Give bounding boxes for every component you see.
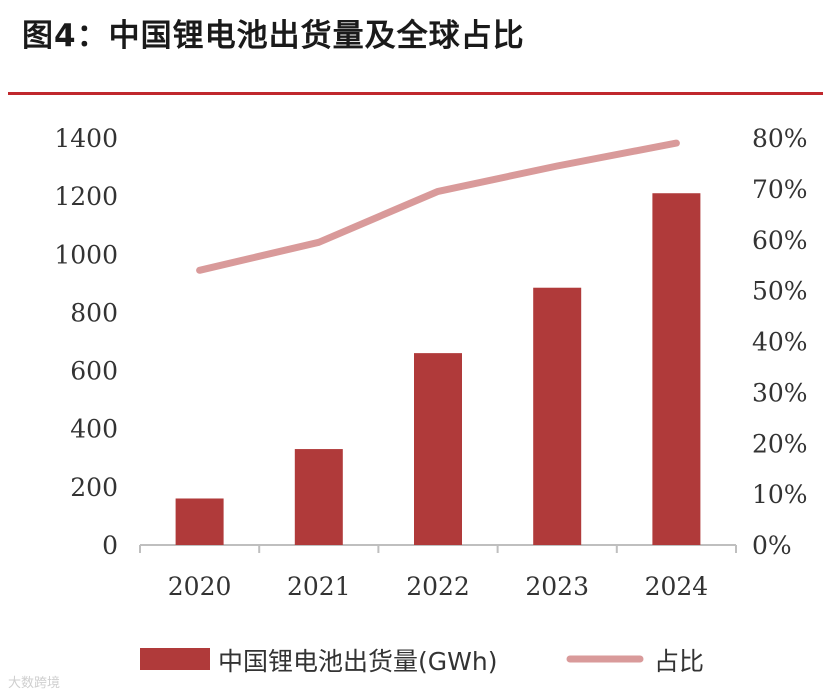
bar-2023 — [533, 287, 582, 545]
right-tick-label: 30% — [752, 378, 808, 407]
right-tick-label: 20% — [752, 429, 808, 458]
bar-series — [175, 193, 701, 545]
right-tick-label: 60% — [752, 226, 808, 255]
bar-2022 — [414, 353, 462, 545]
legend-line-label: 占比 — [654, 647, 704, 676]
right-tick-label: 10% — [752, 480, 808, 509]
left-tick-label: 800 — [70, 298, 118, 327]
watermark: 大数跨境 — [8, 676, 61, 691]
bar-2021 — [294, 449, 343, 545]
right-tick-label: 0% — [752, 531, 792, 560]
left-tick-label: 400 — [70, 415, 118, 444]
left-tick-label: 1400 — [54, 124, 118, 153]
right-axis-ticks: 0% 10% 20% 30% 40% 50% 60% 70% 80% — [752, 124, 808, 560]
right-tick-label: 70% — [752, 175, 808, 204]
legend-bar-label: 中国锂电池出货量(GWh) — [218, 647, 497, 676]
x-tick-label: 2020 — [168, 572, 232, 601]
share-line — [196, 139, 680, 274]
left-tick-label: 600 — [70, 357, 118, 386]
left-tick-label: 0 — [102, 531, 118, 560]
x-axis-separators — [139, 545, 737, 553]
left-tick-label: 200 — [70, 473, 118, 502]
chart-title: 图4：中国锂电池出货量及全球占比 — [22, 18, 525, 54]
bar-2024 — [652, 193, 701, 545]
left-tick-label: 1200 — [54, 182, 118, 211]
right-tick-label: 40% — [752, 328, 808, 357]
x-tick-label: 2022 — [406, 572, 470, 601]
legend-bar-swatch — [140, 648, 210, 670]
bar-2020 — [175, 498, 224, 545]
left-tick-label: 1000 — [54, 240, 118, 269]
left-axis-ticks: 0 200 400 600 800 1000 1200 1400 — [54, 124, 118, 560]
title-rule — [8, 92, 823, 95]
x-axis-labels: 2020 2021 2022 2023 2024 — [168, 572, 708, 601]
x-tick-label: 2024 — [645, 572, 709, 601]
right-tick-label: 50% — [752, 277, 808, 306]
legend: 中国锂电池出货量(GWh) 占比 — [140, 647, 704, 676]
right-tick-label: 80% — [752, 124, 808, 153]
x-tick-label: 2021 — [287, 572, 351, 601]
x-tick-label: 2023 — [525, 572, 589, 601]
